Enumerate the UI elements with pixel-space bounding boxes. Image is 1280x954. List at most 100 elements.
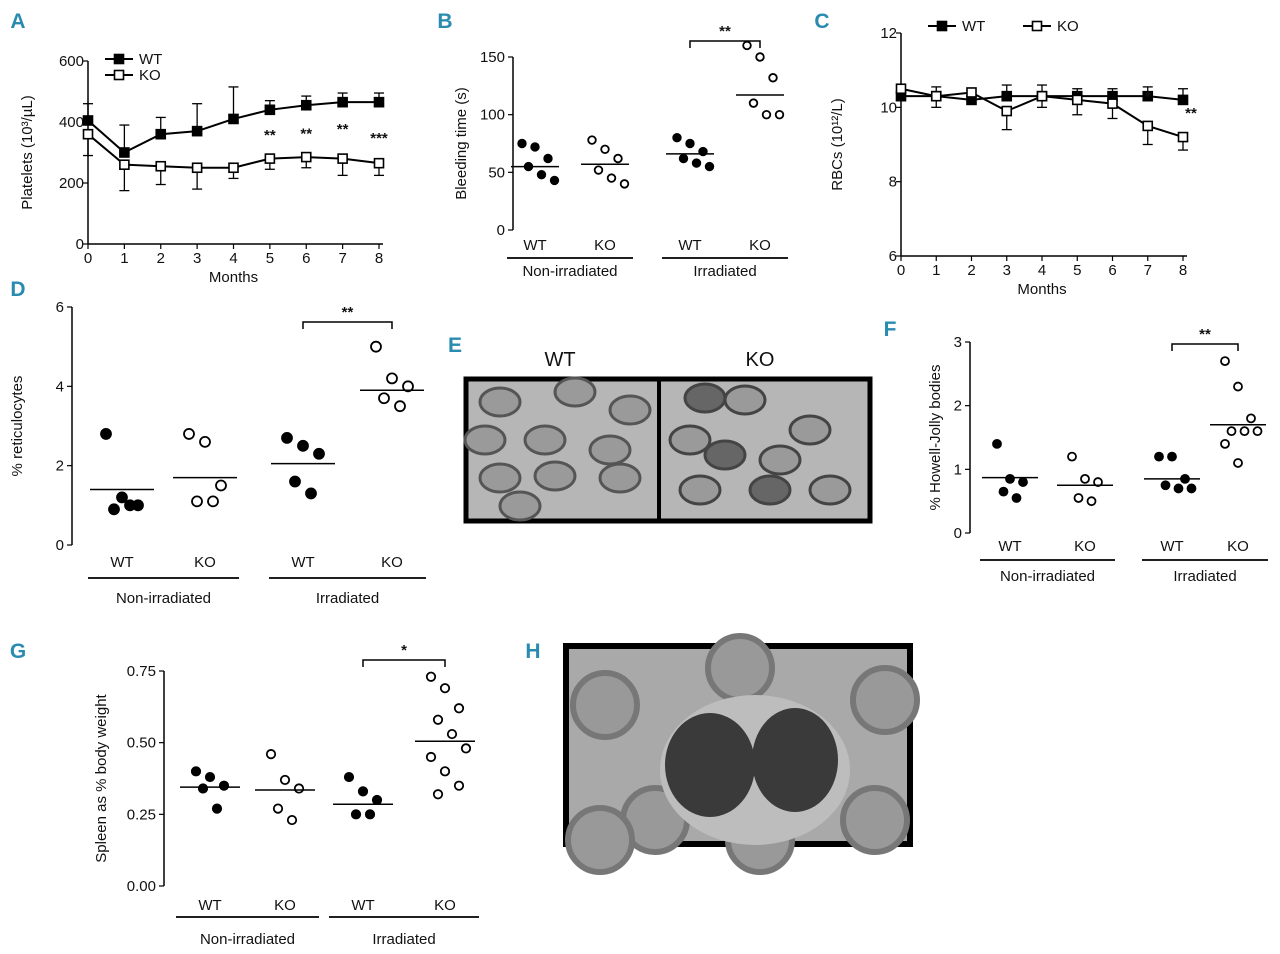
category-label: WT: [198, 897, 221, 914]
data-point-wt: [191, 125, 203, 137]
data-point-open: [606, 173, 617, 183]
data-point-ko: [337, 153, 348, 164]
data-point-open: [199, 435, 211, 448]
data-point-open: [593, 165, 604, 175]
data-point-open: [439, 683, 451, 694]
data-point-ko: [1071, 94, 1083, 106]
significance-label: ***: [370, 130, 388, 147]
data-point-open: [432, 789, 444, 800]
y-tick-label: 600: [59, 53, 84, 70]
data-point-ko: [119, 159, 130, 170]
red-blood-cell: [850, 665, 920, 735]
data-point-open: [460, 743, 472, 754]
data-point-filled: [197, 783, 209, 794]
x-tick-label: 8: [375, 250, 383, 267]
data-point-filled: [1173, 483, 1184, 494]
panel-letter-b: B: [437, 10, 452, 33]
data-point-open: [1067, 451, 1077, 462]
legend-marker: [113, 69, 125, 81]
cell-nucleus: [752, 708, 838, 812]
legend-label-wt: WT: [139, 51, 162, 68]
data-point-open: [613, 153, 623, 164]
data-point-open: [425, 671, 437, 682]
data-point-filled: [1005, 473, 1015, 484]
x-tick-label: 5: [266, 250, 274, 267]
data-point-filled: [517, 138, 527, 149]
y-axis-title: Platelets (10³/µL): [19, 95, 36, 210]
group-label: Irradiated: [693, 263, 756, 280]
data-point-filled: [289, 475, 301, 488]
category-label: WT: [523, 237, 546, 254]
data-point-filled: [211, 803, 223, 814]
data-point-open: [742, 40, 752, 51]
data-point-filled: [124, 499, 136, 512]
data-point-wt: [1142, 90, 1154, 102]
y-tick-label: 2: [56, 458, 64, 475]
red-blood-cell: [565, 805, 635, 875]
data-point-filled: [549, 175, 560, 186]
category-label: WT: [998, 538, 1021, 555]
significance-label: **: [1185, 105, 1197, 122]
red-blood-cell: [478, 386, 522, 418]
y-tick-label: 200: [59, 175, 84, 192]
panel-letter-d: D: [10, 278, 25, 301]
y-tick-label: 0.50: [127, 735, 156, 752]
y-axis-title: Spleen as % body weight: [93, 693, 110, 862]
red-blood-cell: [705, 633, 775, 703]
data-point-open: [293, 783, 305, 794]
cell-nucleus: [665, 713, 755, 817]
data-point-ko: [1177, 131, 1189, 143]
data-point-wt: [82, 115, 94, 126]
red-blood-cell: [748, 474, 792, 506]
data-point-ko: [155, 160, 167, 172]
y-tick-label: 100: [480, 107, 505, 124]
red-blood-cell: [598, 462, 642, 494]
category-label: KO: [594, 237, 616, 254]
data-point-open: [402, 380, 414, 393]
data-point-open: [774, 109, 785, 120]
data-point-filled: [108, 503, 120, 516]
data-point-filled: [1160, 480, 1171, 491]
category-label: WT: [110, 554, 133, 571]
significance-label: **: [300, 125, 312, 142]
data-point-wt: [337, 96, 348, 108]
group-label: Non-irradiated: [116, 590, 211, 607]
data-point-open: [755, 52, 765, 62]
data-point-open: [1073, 493, 1084, 503]
x-tick-label: 8: [1179, 262, 1187, 279]
data-point-open: [1252, 426, 1263, 437]
category-label: KO: [1227, 538, 1249, 555]
category-label: KO: [434, 897, 456, 914]
red-blood-cell: [683, 382, 727, 414]
red-blood-cell: [498, 490, 542, 522]
data-point-open: [370, 340, 382, 353]
panel-letter-h: H: [525, 640, 540, 663]
red-blood-cell: [478, 462, 522, 494]
data-point-wt: [119, 147, 130, 158]
data-point-filled: [281, 431, 293, 444]
data-point-open: [279, 774, 291, 786]
significance-bracket: [1171, 343, 1239, 351]
data-point-filled: [371, 794, 383, 806]
category-label: KO: [381, 554, 403, 571]
data-point-filled: [530, 142, 540, 152]
data-point-wt: [1177, 94, 1189, 106]
data-point-wt: [155, 128, 167, 140]
red-blood-cell: [840, 785, 910, 855]
data-point-open: [600, 144, 610, 154]
y-tick-label: 0: [76, 236, 84, 253]
data-point-filled: [204, 771, 216, 783]
data-point-filled: [685, 138, 695, 149]
red-blood-cell: [588, 434, 632, 466]
x-tick-label: 7: [1144, 262, 1152, 279]
data-point-open: [439, 766, 451, 777]
significance-label: **: [337, 121, 349, 138]
data-point-filled: [313, 447, 325, 460]
data-point-open: [1233, 381, 1243, 392]
data-point-open: [378, 392, 390, 405]
data-point-filled: [1011, 493, 1022, 503]
category-label: WT: [351, 897, 374, 914]
data-point-ko: [264, 153, 276, 164]
data-point-open: [215, 479, 227, 492]
panel-letter-f: F: [884, 318, 897, 341]
